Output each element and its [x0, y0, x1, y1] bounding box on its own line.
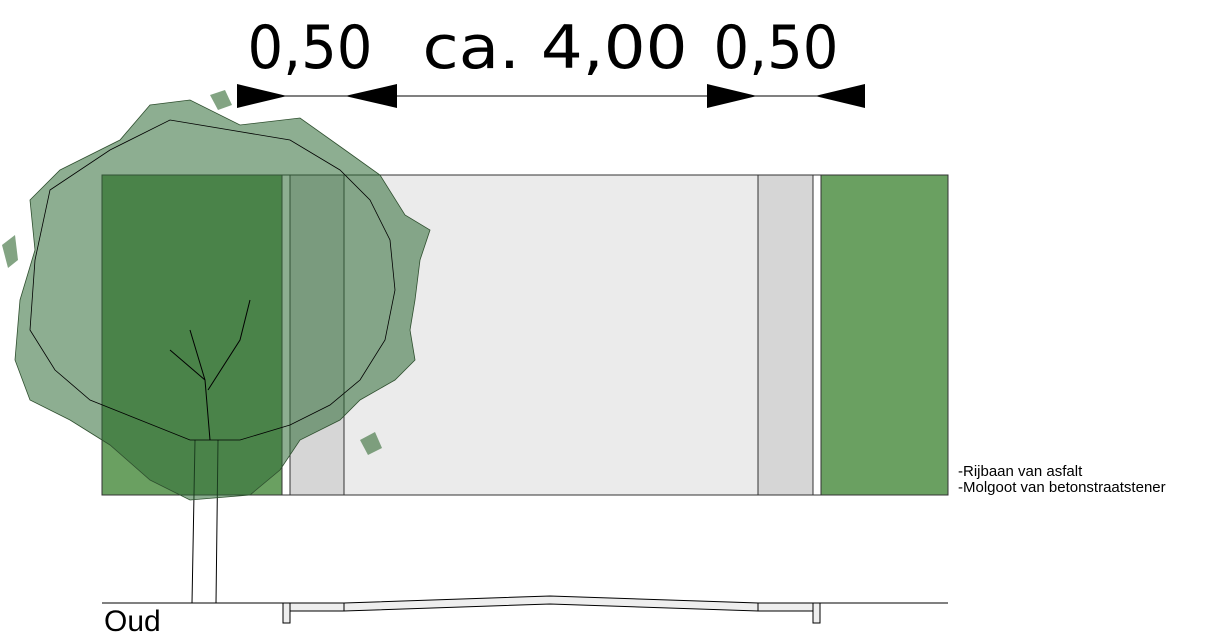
- legend-item: -Molgoot van betonstraatstener: [958, 479, 1166, 496]
- dimension-label: ca. 4,00: [423, 13, 688, 83]
- tree: [2, 90, 431, 604]
- section-label: Oud: [104, 605, 161, 636]
- section-profile: [102, 595, 948, 624]
- plan-view: [101, 174, 949, 496]
- dimension-label: 0,50: [248, 13, 373, 83]
- legend-item: -Rijbaan van asfalt: [958, 463, 1083, 480]
- dimension-label: 0,50: [714, 13, 839, 83]
- dimension-line: [237, 84, 865, 108]
